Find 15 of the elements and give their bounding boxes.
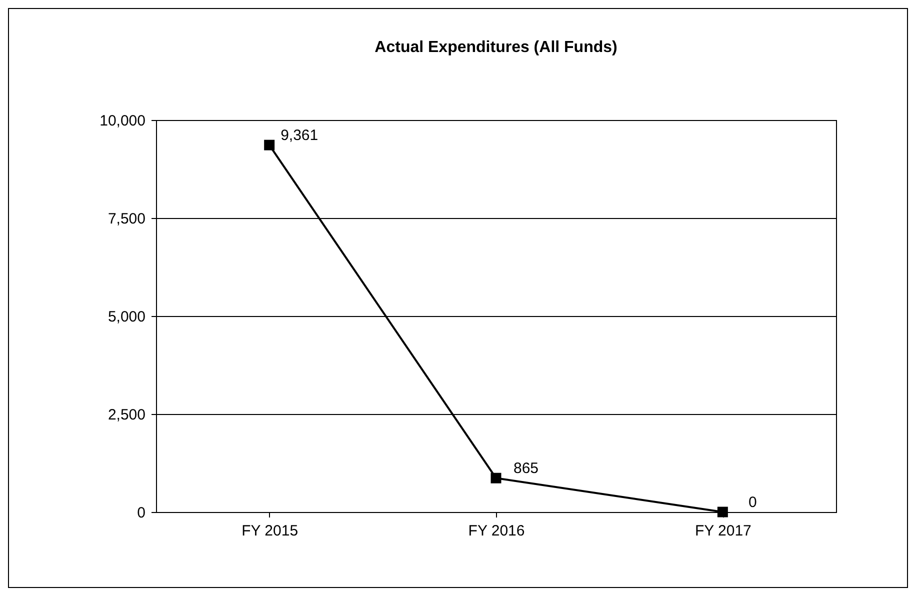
chart-title: Actual Expenditures (All Funds) <box>374 39 618 56</box>
y-tick-label: 10,000 <box>100 112 146 130</box>
point <box>264 140 275 150</box>
y-tick-label: 5,000 <box>108 308 146 326</box>
point <box>717 506 728 518</box>
y-tick-label: 2,500 <box>108 406 146 424</box>
x-tick-label: FY 2017 <box>694 522 752 540</box>
point <box>490 472 502 484</box>
x-tick-label: FY 2015 <box>242 522 298 540</box>
data-label: 0 <box>748 494 757 511</box>
data-label: 865 <box>513 460 539 478</box>
y-tick-label: 0 <box>137 504 146 522</box>
x-tick-label: FY 2016 <box>468 522 525 540</box>
data-label: 9,361 <box>280 127 318 144</box>
y-tick-label: 7,500 <box>108 210 146 228</box>
